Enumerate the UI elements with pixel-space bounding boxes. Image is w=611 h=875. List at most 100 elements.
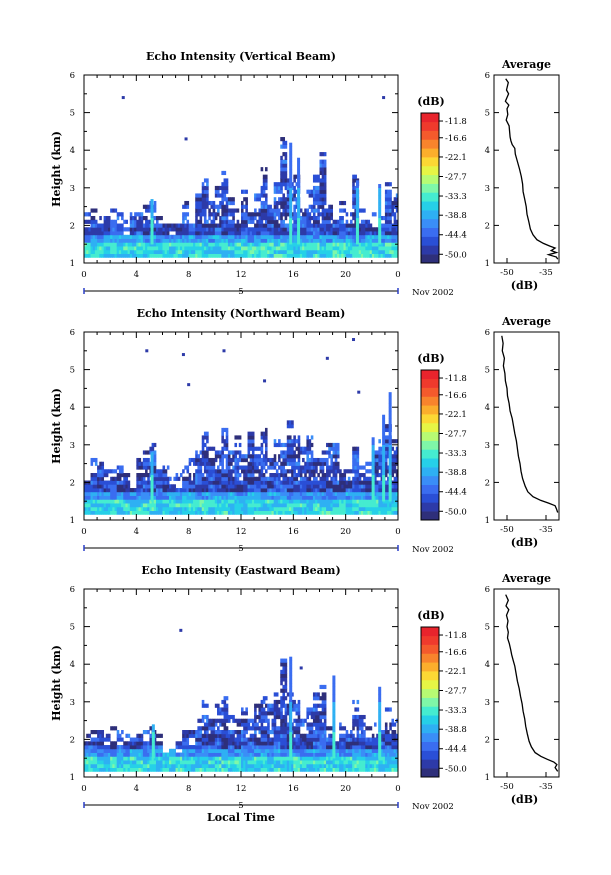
- echo-cell: [243, 491, 246, 496]
- echo-cell: [153, 745, 157, 750]
- echo-cell: [234, 450, 238, 455]
- echo-cell: [293, 506, 296, 511]
- echo-cell: [121, 506, 124, 511]
- echo-cell: [350, 234, 353, 239]
- echo-cell: [173, 223, 176, 228]
- echo-cell: [247, 476, 251, 481]
- echo-cell: [280, 503, 283, 508]
- echo-cell: [345, 488, 349, 493]
- echo-cell: [131, 763, 135, 768]
- echo-cell: [136, 499, 139, 504]
- echo-spike-cell: [388, 418, 392, 423]
- echo-cell: [149, 446, 152, 451]
- echo-cell: [88, 488, 91, 493]
- echo-cell: [186, 499, 190, 504]
- echo-cell: [134, 506, 137, 511]
- echo-cell: [299, 465, 303, 470]
- echo-cell: [369, 484, 373, 489]
- echo-cell: [321, 167, 325, 172]
- echo-cell: [147, 227, 150, 232]
- echo-cell: [153, 760, 157, 765]
- echo-cell: [389, 223, 392, 228]
- echo-cell: [153, 473, 157, 478]
- echo-cell: [321, 208, 325, 213]
- echo-cell: [269, 506, 272, 511]
- echo-cell: [232, 249, 235, 254]
- echo-cell: [391, 461, 395, 466]
- echo-cell: [306, 242, 309, 247]
- echo-cell: [142, 253, 146, 258]
- echo-cell: [319, 182, 323, 187]
- echo-cell: [193, 253, 196, 258]
- echo-cell: [302, 212, 305, 217]
- echo-cell: [376, 249, 379, 254]
- echo-cell: [269, 216, 272, 221]
- echo-spike-cell: [388, 444, 392, 449]
- echo-cell: [169, 249, 172, 254]
- echo-cell: [232, 488, 235, 493]
- echo-cell: [129, 491, 133, 496]
- echo-cell: [241, 249, 244, 254]
- echo-cell: [147, 473, 150, 478]
- echo-cell: [339, 480, 342, 485]
- echo-cell: [360, 465, 364, 470]
- echo-cell: [84, 219, 87, 224]
- echo-cell: [190, 488, 194, 493]
- echo-cell: [118, 495, 122, 500]
- profile-x-tick-label: -35: [539, 525, 553, 535]
- echo-cell: [330, 499, 333, 504]
- echo-cell: [358, 476, 362, 481]
- echo-cell: [391, 510, 395, 515]
- echo-spike-cell: [355, 214, 359, 219]
- echo-cell: [223, 204, 227, 209]
- echo-cell: [376, 473, 379, 478]
- echo-cell: [116, 752, 120, 757]
- echo-cell: [199, 223, 203, 228]
- echo-spike-cell: [355, 221, 359, 226]
- echo-cell: [99, 480, 102, 485]
- echo-cell: [203, 469, 207, 474]
- echo-cell: [247, 216, 251, 221]
- echo-cell: [350, 491, 353, 496]
- echo-cell: [306, 484, 309, 489]
- echo-cell: [84, 510, 87, 515]
- echo-cell: [273, 499, 277, 504]
- echo-cell: [286, 223, 290, 228]
- echo-cell: [129, 510, 133, 515]
- echo-cell: [166, 495, 170, 500]
- echo-cell: [94, 253, 98, 258]
- echo-cell: [177, 506, 181, 511]
- echo-cell: [92, 763, 96, 768]
- echo-cell: [367, 510, 371, 515]
- echo-cell: [134, 760, 137, 765]
- echo-cell: [238, 249, 242, 254]
- echo-cell: [291, 216, 294, 221]
- echo-cell: [217, 253, 220, 258]
- echo-cell: [203, 212, 207, 217]
- echo-cell: [184, 227, 187, 232]
- echo-cell: [273, 454, 277, 459]
- echo-cell: [312, 510, 316, 515]
- echo-cell: [352, 503, 355, 508]
- echo-cell: [323, 480, 327, 485]
- echo-cell: [88, 510, 91, 515]
- echo-cell: [214, 457, 218, 463]
- echo-cell: [293, 234, 296, 239]
- echo-spike-cell: [289, 229, 293, 234]
- echo-cell: [94, 488, 98, 493]
- echo-cell: [280, 238, 283, 243]
- echo-cell: [271, 506, 275, 511]
- echo-cell: [90, 510, 94, 515]
- echo-cell: [208, 208, 211, 213]
- echo-cell: [269, 204, 272, 209]
- echo-cell: [210, 461, 214, 466]
- profile-title: Average: [501, 315, 551, 328]
- echo-cell: [221, 499, 224, 504]
- echo-cell: [243, 457, 246, 463]
- echo-cell: [284, 484, 288, 489]
- echo-cell: [271, 212, 275, 217]
- echo-cell: [262, 461, 266, 466]
- echo-cell: [262, 216, 266, 221]
- colorbar-tick-label: -50.0: [445, 507, 467, 517]
- echo-cell: [280, 495, 283, 500]
